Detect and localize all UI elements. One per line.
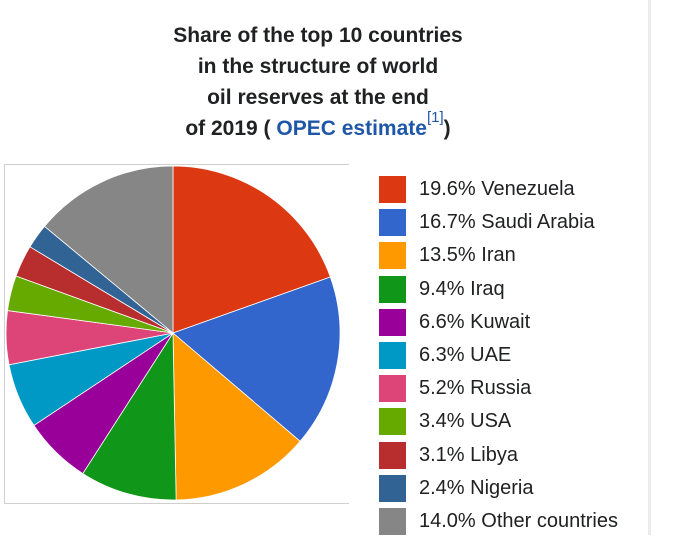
legend-label: 2.4% Nigeria: [419, 476, 534, 499]
legend-swatch: [379, 242, 406, 270]
legend-swatch: [379, 176, 406, 204]
citation-link[interactable]: [1]: [426, 109, 444, 126]
legend-item: 2.4% Nigeria: [379, 472, 618, 505]
legend-swatch: [379, 209, 406, 237]
legend-item: 19.6% Venezuela: [379, 173, 618, 206]
legend-label: 3.4% USA: [419, 410, 512, 433]
page-edge-divider: [648, 0, 651, 535]
chart-title: Share of the top 10 countries in the str…: [100, 20, 536, 144]
legend-swatch: [379, 275, 406, 303]
pie-slice-iraq: [82, 331, 177, 501]
legend-item: 14.0% Other countries: [379, 505, 618, 538]
legend-item: 16.7% Saudi Arabia: [379, 206, 618, 239]
legend-swatch: [379, 375, 406, 403]
title-line-3: oil reserves at the end: [207, 86, 429, 109]
legend-label: 13.5% Iran: [419, 244, 516, 267]
chart-legend: 19.6% Venezuela 16.7% Saudi Arabia 13.5% I…: [379, 173, 618, 538]
pie-chart: [5, 165, 341, 501]
legend-item: 6.3% UAE: [379, 339, 618, 372]
pie-chart-frame: [4, 164, 349, 504]
title-line-4-prefix: of 2019 (: [185, 117, 271, 140]
legend-item: 9.4% Iraq: [379, 273, 618, 306]
title-line-2: in the structure of world: [197, 55, 439, 78]
title-line-4: of 2019 ( OPEC estimate[1]): [100, 110, 536, 144]
legend-item: 3.1% Libya: [379, 439, 618, 472]
legend-swatch: [379, 308, 406, 336]
pie-slice-iran: [172, 332, 301, 501]
legend-swatch: [379, 441, 406, 469]
legend-item: 13.5% Iran: [379, 239, 618, 272]
legend-item: 5.2% Russia: [379, 372, 618, 405]
legend-swatch: [379, 474, 406, 502]
legend-swatch: [379, 408, 406, 436]
legend-label: 16.7% Saudi Arabia: [419, 211, 595, 234]
legend-label: 9.4% Iraq: [419, 277, 505, 300]
title-line-1: Share of the top 10 countries: [173, 24, 463, 47]
legend-swatch: [379, 507, 406, 535]
legend-swatch: [379, 342, 406, 370]
legend-label: 6.6% Kuwait: [419, 310, 531, 333]
legend-label: 3.1% Libya: [419, 443, 518, 466]
title-line-4-suffix: ): [443, 117, 451, 140]
opec-estimate-link[interactable]: OPEC estimate: [276, 117, 427, 140]
legend-item: 3.4% USA: [379, 405, 618, 438]
pie-slice-venezuela: [172, 165, 331, 334]
legend-label: 5.2% Russia: [419, 377, 532, 400]
legend-item: 6.6% Kuwait: [379, 306, 618, 339]
pie-slice-saudi-arabia: [172, 276, 341, 442]
pie-slice-other-countries: [43, 165, 174, 334]
legend-label: 14.0% Other countries: [419, 509, 618, 532]
legend-label: 19.6% Venezuela: [419, 178, 575, 201]
legend-label: 6.3% UAE: [419, 344, 512, 367]
